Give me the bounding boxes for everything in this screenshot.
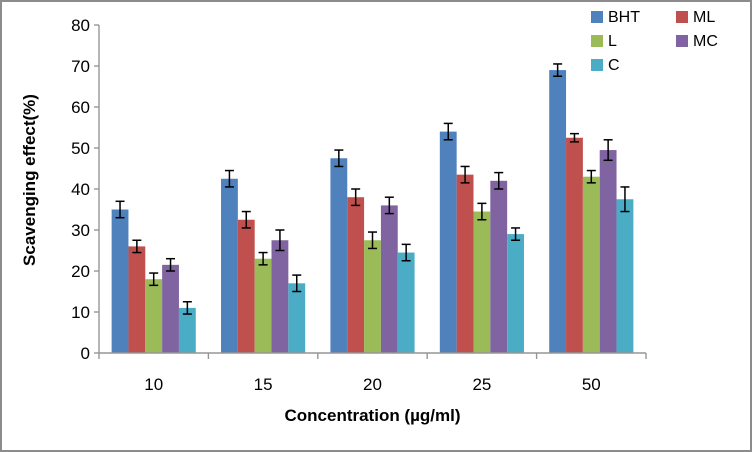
bar-L-10 xyxy=(145,279,163,353)
y-tick-label: 20 xyxy=(71,262,90,281)
x-axis-title: Concentration (µg/ml) xyxy=(284,406,461,425)
bar-L-15 xyxy=(254,258,272,353)
legend-swatch-C xyxy=(591,59,603,71)
y-tick-label: 60 xyxy=(71,98,90,117)
bar-L-20 xyxy=(364,240,381,353)
legend-swatch-L xyxy=(591,35,603,47)
bar-BHT-10 xyxy=(111,209,129,353)
bar-C-20 xyxy=(397,252,415,353)
bar-ML-50 xyxy=(566,137,583,353)
bar-ML-15 xyxy=(237,219,255,353)
bar-C-25 xyxy=(507,234,524,353)
x-category-label: 15 xyxy=(254,375,273,394)
bar-MC-25 xyxy=(490,180,508,353)
legend-swatch-ML xyxy=(676,11,688,23)
y-tick-label: 30 xyxy=(71,221,90,240)
bar-BHT-25 xyxy=(439,131,457,353)
legend-label-BHT: BHT xyxy=(608,9,640,26)
bar-C-50 xyxy=(616,199,634,353)
y-tick-label: 40 xyxy=(71,180,90,199)
legend-label-ML: ML xyxy=(693,9,715,26)
legend-swatch-BHT xyxy=(591,11,603,23)
bar-BHT-50 xyxy=(549,70,567,353)
legend-label-C: C xyxy=(608,57,620,74)
y-tick-label: 10 xyxy=(71,303,90,322)
x-category-label: 25 xyxy=(472,375,491,394)
bar-MC-20 xyxy=(380,205,398,353)
bar-ML-10 xyxy=(128,246,146,353)
y-axis-title: Scavenging effect(%) xyxy=(20,94,39,266)
bar-BHT-15 xyxy=(221,178,238,353)
x-category-label: 20 xyxy=(363,375,382,394)
x-category-label: 50 xyxy=(582,375,601,394)
y-tick-label: 0 xyxy=(81,344,90,363)
y-tick-label: 70 xyxy=(71,57,90,76)
legend-label-L: L xyxy=(608,33,617,50)
bar-MC-10 xyxy=(162,264,179,353)
bar-MC-15 xyxy=(271,240,289,353)
bar-MC-50 xyxy=(599,150,617,353)
bar-BHT-20 xyxy=(330,158,348,353)
bar-ML-25 xyxy=(456,174,474,353)
bar-C-15 xyxy=(288,283,306,353)
bar-L-25 xyxy=(473,211,491,353)
legend-swatch-MC xyxy=(676,35,688,47)
bar-C-10 xyxy=(178,307,196,353)
legend-label-MC: MC xyxy=(693,33,718,50)
y-tick-label: 50 xyxy=(71,139,90,158)
bar-ML-20 xyxy=(347,197,365,353)
y-tick-label: 80 xyxy=(71,16,90,35)
bar-L-50 xyxy=(582,176,600,353)
x-category-label: 10 xyxy=(144,375,163,394)
